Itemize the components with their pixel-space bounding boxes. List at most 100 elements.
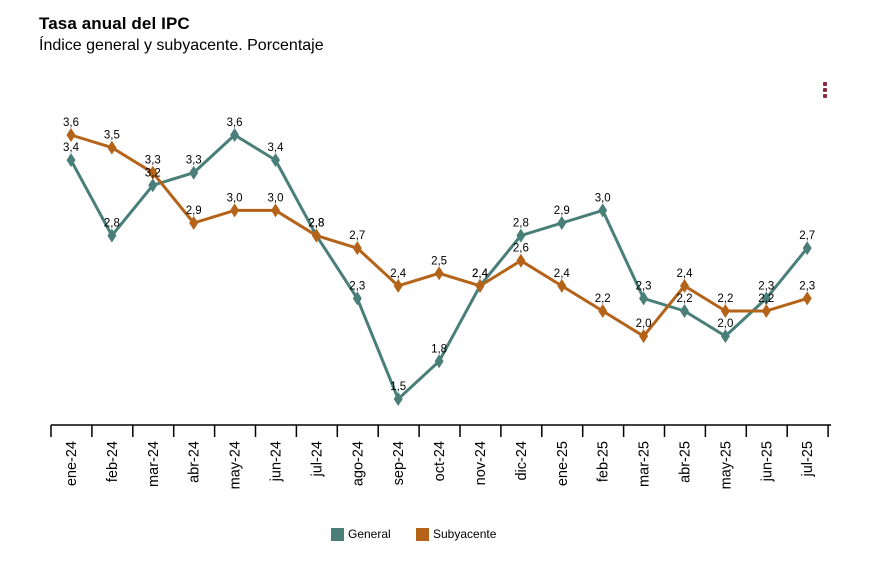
data-label-subyacente: 2,4: [390, 268, 407, 280]
x-tick-label: jun-24: [269, 441, 285, 482]
data-label-general: 3,3: [186, 155, 202, 167]
data-label-general: 3,4: [63, 142, 80, 154]
x-tick-label: nov-24: [473, 441, 489, 485]
x-tick-label: jun-25: [759, 441, 775, 482]
data-label-general: 2,8: [513, 218, 529, 230]
data-point-general: [393, 392, 403, 406]
legend: General Subyacente: [0, 527, 886, 545]
x-tick-label: jul-25: [800, 441, 816, 477]
data-point-general: [107, 228, 117, 243]
x-tick-label: jul-24: [309, 441, 325, 477]
data-point-subyacente: [189, 216, 199, 230]
data-point-subyacente: [598, 304, 608, 318]
x-tick-label: mar-24: [146, 441, 162, 487]
data-label-subyacente: 2,3: [799, 280, 815, 292]
legend-swatch-subyacente: [416, 527, 429, 541]
legend-item-subyacente[interactable]: Subyacente: [416, 527, 496, 541]
data-point-general: [720, 329, 730, 344]
data-label-subyacente: 2,5: [431, 255, 447, 267]
legend-swatch-general: [331, 527, 344, 541]
data-point-subyacente: [761, 304, 771, 318]
data-point-subyacente: [680, 278, 689, 293]
data-label-subyacente: 2,2: [758, 293, 774, 305]
x-tick-label: feb-25: [596, 441, 612, 482]
data-point-general: [66, 153, 76, 168]
data-point-general: [802, 241, 812, 256]
legend-item-general[interactable]: General: [331, 527, 391, 541]
data-point-subyacente: [516, 253, 526, 268]
data-point-subyacente: [639, 329, 649, 344]
x-tick-label: oct-24: [432, 441, 448, 481]
data-point-subyacente: [311, 228, 321, 243]
data-label-general: 2,9: [554, 205, 570, 217]
data-label-general: 3,4: [268, 142, 285, 154]
data-point-general: [598, 203, 608, 218]
x-tick-label: ene-24: [64, 441, 80, 486]
chart-title: Tasa anual del IPC: [39, 14, 190, 33]
data-point-general: [271, 153, 280, 168]
data-label-subyacente: 2,2: [717, 293, 733, 305]
data-point-general: [352, 291, 362, 306]
data-label-subyacente: 2,4: [554, 268, 571, 280]
data-label-subyacente: 2,4: [472, 268, 489, 280]
data-label-general: 2,3: [349, 280, 365, 292]
data-label-subyacente: 3,0: [227, 192, 243, 204]
data-label-subyacente: 2,8: [308, 218, 324, 230]
legend-label-general: General: [348, 527, 391, 541]
data-point-subyacente: [271, 203, 280, 218]
x-tick-label: ago-24: [350, 441, 366, 486]
data-label-general: 2,8: [104, 218, 120, 230]
data-label-general: 1,8: [431, 343, 447, 355]
data-label-subyacente: 2,7: [349, 230, 365, 242]
data-point-subyacente: [230, 203, 240, 218]
data-point-subyacente: [434, 266, 444, 281]
x-tick-label: abr-25: [678, 441, 694, 483]
data-point-general: [761, 291, 771, 306]
x-tick-label: ene-25: [555, 441, 571, 486]
legend-label-subyacente: Subyacente: [433, 527, 497, 541]
chart-subtitle: Índice general y subyacente. Porcentaje: [39, 37, 324, 54]
data-label-general: 2,3: [758, 280, 774, 292]
data-point-general: [639, 291, 649, 306]
data-label-subyacente: 2,6: [513, 243, 529, 255]
data-point-subyacente: [66, 128, 76, 142]
x-tick-label: feb-24: [105, 441, 121, 482]
data-label-subyacente: 2,9: [186, 205, 202, 217]
data-label-subyacente: 2,4: [677, 268, 694, 280]
data-label-general: 2,7: [799, 230, 815, 242]
data-point-general: [148, 178, 158, 193]
data-point-subyacente: [720, 304, 730, 318]
data-label-general: 2,0: [717, 318, 733, 330]
x-tick-label: sep-24: [391, 441, 407, 485]
data-point-subyacente: [475, 278, 485, 293]
x-tick-label: may-24: [228, 441, 244, 489]
data-label-subyacente: 3,3: [145, 155, 161, 167]
data-label-subyacente: 2,2: [595, 293, 611, 305]
x-tick-label: may-25: [718, 441, 734, 489]
data-label-subyacente: 3,5: [104, 130, 120, 142]
data-point-subyacente: [107, 140, 117, 155]
data-point-subyacente: [148, 165, 158, 180]
data-label-general: 2,3: [636, 280, 652, 292]
data-point-subyacente: [802, 291, 812, 306]
data-label-subyacente: 2,0: [636, 318, 652, 330]
data-point-general: [557, 216, 567, 230]
data-point-general: [680, 304, 689, 318]
data-point-subyacente: [393, 278, 403, 293]
data-point-general: [230, 128, 240, 142]
data-point-general: [516, 228, 526, 243]
series-line-subyacente: [70, 133, 808, 338]
data-label-general: 2,2: [677, 293, 693, 305]
data-label-subyacente: 3,6: [63, 117, 79, 129]
data-label-general: 3,0: [595, 192, 611, 204]
context-menu-icon[interactable]: [818, 80, 832, 100]
data-label-general: 1,5: [390, 381, 406, 393]
data-point-general: [189, 165, 199, 180]
x-tick-label: mar-25: [637, 441, 653, 487]
data-label-general: 3,6: [227, 117, 243, 129]
data-point-general: [434, 354, 444, 369]
data-label-general: 3,2: [145, 167, 161, 179]
data-label-subyacente: 3,0: [268, 192, 284, 204]
data-point-subyacente: [352, 241, 362, 256]
